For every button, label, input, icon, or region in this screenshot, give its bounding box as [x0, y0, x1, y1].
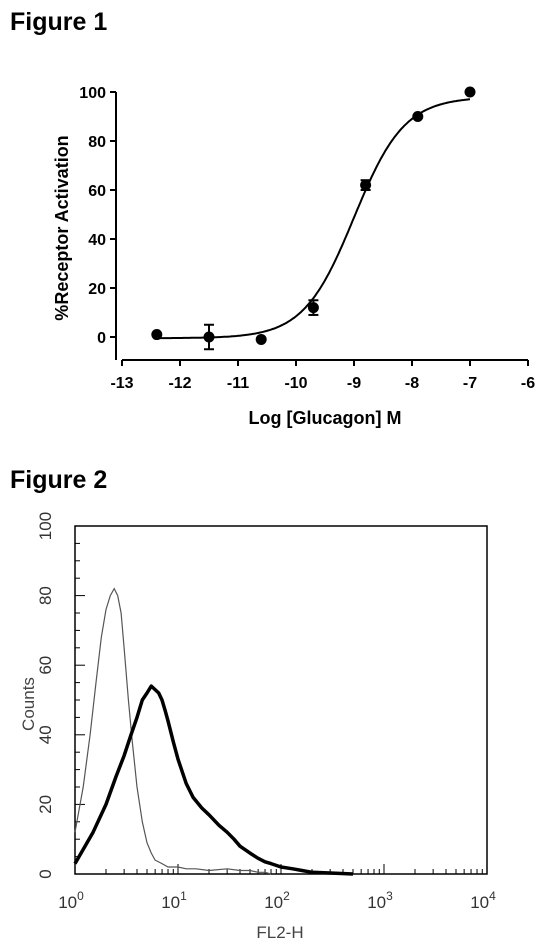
figure1-y-tick-label: 100 — [79, 85, 106, 102]
figure1-x-tick-label: -12 — [168, 375, 191, 392]
figure1-y-tick-label: 80 — [88, 134, 106, 151]
figure2-y-tick-labels: 0 20 40 60 80 100 — [36, 512, 55, 879]
figure1-axes — [110, 91, 529, 366]
figure1-y-tick-label: 20 — [88, 281, 106, 298]
figure1-x-tick-label: -9 — [347, 375, 361, 392]
figure1-y-axis-label: %Receptor Activation — [52, 135, 72, 320]
figure2-x-axis-label: FL2-H — [256, 923, 303, 942]
figure1-y-tick-label: 40 — [88, 232, 106, 249]
figure2-plot-frame — [74, 525, 488, 875]
figure2-x-tick-label: 100 — [58, 889, 84, 912]
figure1-y-tick-label: 0 — [97, 330, 106, 347]
figure2-ticks — [74, 525, 488, 875]
figure1-x-tick-label: -13 — [110, 375, 133, 392]
figure1-x-tick-label: -8 — [405, 375, 419, 392]
figure2-thick-histogram — [73, 684, 354, 876]
figure1-data-point — [255, 333, 267, 345]
figure1-data-point — [151, 329, 163, 341]
figure2-thin-histogram — [74, 587, 272, 875]
figure1-data-point — [412, 111, 424, 122]
figure2-x-tick-label: 101 — [161, 889, 187, 912]
figure1-x-tick-labels: -13 -12 -11 -10 -9 -8 -7 -6 — [110, 375, 535, 392]
figure2-heading: Figure 2 — [10, 466, 108, 494]
figure2-x-tick-labels: 100 101 102 103 104 — [58, 889, 496, 912]
figure2-y-tick-label: 40 — [36, 725, 55, 744]
figure1-x-tick-label: -10 — [284, 375, 307, 392]
figure1-y-tick-labels: 0 20 40 60 80 100 — [79, 85, 106, 347]
figure2-chart: 0 20 40 60 80 100 100 101 102 103 104 FL2-H Count… — [19, 512, 496, 942]
figure2-x-tick-label: 104 — [470, 889, 496, 912]
figure2-y-tick-label: 80 — [36, 586, 55, 605]
figure2-y-tick-label: 100 — [36, 512, 55, 540]
figure1-x-tick-label: -7 — [463, 375, 477, 392]
figure1-data-points — [151, 86, 476, 351]
figure1-data-point — [464, 86, 476, 98]
figure1-data-point — [203, 331, 215, 343]
figure1-heading: Figure 1 — [10, 8, 108, 36]
figure2-y-tick-label: 0 — [36, 869, 55, 878]
figure1-y-tick-label: 60 — [88, 183, 106, 200]
figure2-x-tick-label: 103 — [367, 889, 393, 912]
figure1-data-point — [360, 179, 372, 191]
figure1-x-tick-label: -6 — [521, 375, 535, 392]
figure1-chart: 0 20 40 60 80 100 -13 -12 -11 -10 -9 -8 -7 -6 Log [G… — [52, 85, 535, 428]
figure2-y-axis-label: Counts — [19, 677, 38, 731]
figure1-x-tick-label: -11 — [227, 375, 249, 392]
figure1-x-axis-label: Log [Glucagon] M — [249, 408, 402, 428]
figure1-data-point — [307, 302, 319, 314]
figure2-y-tick-label: 60 — [36, 656, 55, 675]
figure2-y-tick-label: 20 — [36, 795, 55, 814]
figure2-x-tick-label: 102 — [264, 889, 290, 912]
